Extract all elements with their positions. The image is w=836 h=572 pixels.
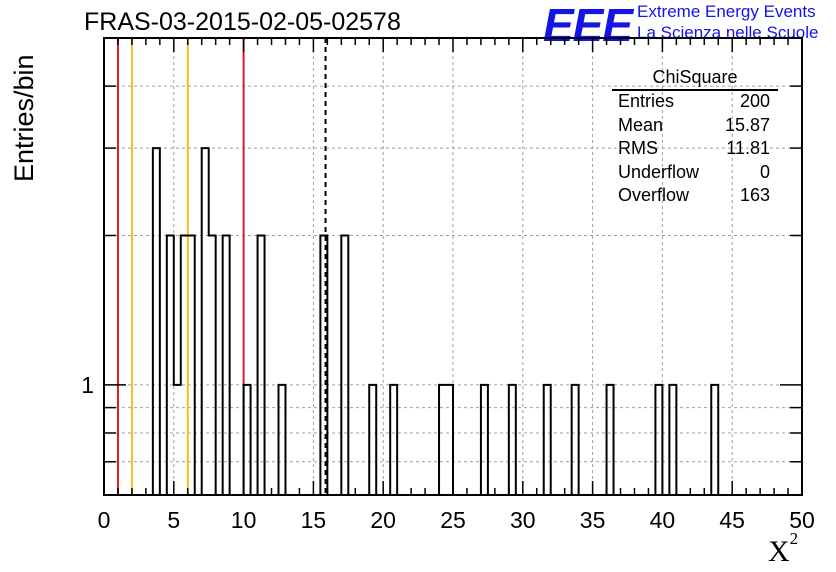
histogram-bin [544, 385, 551, 495]
histogram-bin [669, 385, 676, 495]
stats-row-overflow: Overflow 163 [612, 185, 778, 209]
histogram-bin [655, 385, 662, 495]
histogram-bin [341, 235, 348, 495]
x-tick-label: 10 [231, 507, 257, 533]
histogram-bin [439, 385, 446, 495]
stats-value: 15.87 [724, 114, 770, 135]
eee-logo: EEE [543, 0, 633, 51]
stats-row-entries: Entries 200 [612, 91, 778, 115]
histogram-outline [104, 147, 802, 496]
histogram-bin [181, 235, 188, 495]
y-axis-label: Entries/bin [9, 54, 39, 182]
histogram-bin [223, 235, 230, 495]
histogram-bin [209, 235, 216, 495]
y-tick-label: 1 [81, 372, 94, 398]
stats-label: Underflow [618, 161, 700, 182]
histogram-bin [481, 385, 488, 495]
x-tick-label: 50 [789, 507, 815, 533]
stats-row-mean: Mean 15.87 [612, 115, 778, 139]
histogram-bin [446, 385, 453, 495]
histogram-bin [607, 385, 614, 495]
histogram-bin [258, 235, 265, 495]
x-tick-label: 15 [301, 507, 327, 533]
x-tick-label: 0 [98, 507, 111, 533]
stats-label: Mean [618, 114, 664, 135]
logo-tagline-1: Extreme Energy Events [637, 2, 816, 21]
histogram-bin [279, 385, 286, 495]
histogram-bin [188, 235, 195, 495]
x-tick-label: 40 [650, 507, 676, 533]
histogram-bin [711, 385, 718, 495]
histogram-bin [369, 385, 376, 495]
stats-row-rms: RMS 11.81 [612, 138, 778, 162]
x-tick-label: 30 [510, 507, 536, 533]
histogram-bin [244, 385, 251, 495]
stats-value: 163 [739, 185, 770, 205]
x-tick-label: 45 [719, 507, 745, 533]
histogram-bin [202, 148, 209, 495]
stats-row-underflow: Underflow 0 [612, 162, 778, 186]
histogram-bin [153, 148, 160, 495]
x-tick-label: 25 [440, 507, 466, 533]
x-tick-label: 5 [167, 507, 180, 533]
histogram-bin [390, 385, 397, 495]
chart-title: FRAS-03-2015-02-05-02578 [84, 8, 401, 36]
stats-value: 0 [759, 161, 770, 182]
x-tick-label: 20 [370, 507, 396, 533]
histogram-bin [174, 385, 181, 495]
stats-value: 200 [739, 91, 770, 111]
stats-box-title: ChiSquare [612, 67, 778, 91]
histogram-bin [167, 235, 174, 495]
histogram-bin [572, 385, 579, 495]
stats-label: Entries [618, 91, 675, 111]
stats-label: Overflow [618, 185, 690, 205]
stats-value: 11.81 [726, 138, 770, 158]
stats-box: ChiSquare Entries 200 Mean 15.87 RMS 11.81 … [612, 67, 778, 209]
x-axis-label: X2 [768, 529, 799, 568]
x-tick-label: 35 [580, 507, 606, 533]
histogram-bin [509, 385, 516, 495]
stats-label: RMS [618, 138, 658, 158]
